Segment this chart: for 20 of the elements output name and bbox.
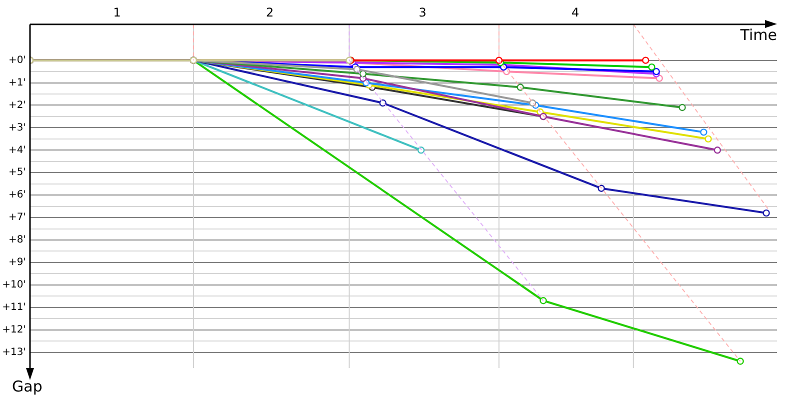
y-tick-label: +9': [8, 257, 26, 268]
y-tick-label: +0': [8, 54, 26, 66]
x-tick-label: 3: [418, 5, 426, 20]
y-tick-label: +8': [8, 234, 26, 246]
y-tick-label: +12': [2, 324, 26, 336]
y-tick-label: +2': [8, 100, 26, 111]
y-tick-label: +3': [8, 122, 26, 134]
x-tick-label: 1: [113, 5, 121, 20]
y-axis-title: Gap: [12, 377, 42, 396]
y-tick-label: +13': [2, 346, 26, 358]
y-tick-label: +6': [8, 190, 26, 201]
y-tick-label: +4': [8, 144, 26, 156]
x-tick-label: 2: [266, 5, 274, 20]
x-axis-title: Time: [739, 26, 777, 44]
x-tick-label: 4: [572, 5, 580, 20]
y-tick-label: +10': [2, 280, 26, 290]
y-tick-label: +1': [8, 77, 26, 88]
y-tick-label: +11': [2, 302, 26, 313]
y-tick-label: +5': [8, 167, 26, 178]
y-tick-label: +7': [8, 212, 26, 224]
